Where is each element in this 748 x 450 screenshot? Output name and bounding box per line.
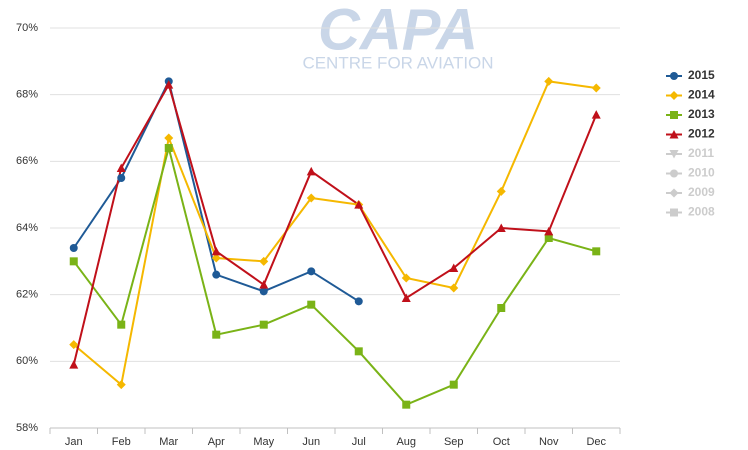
data-point (69, 340, 79, 350)
data-point (259, 287, 268, 296)
data-point (449, 283, 459, 293)
legend-marker (670, 208, 678, 217)
data-point (401, 273, 411, 283)
x-tick-label: May (253, 436, 274, 448)
data-point (164, 133, 174, 143)
y-tick-label: 64% (16, 222, 38, 234)
y-tick-label: 60% (16, 355, 38, 367)
legend-marker (670, 169, 678, 178)
x-tick-label: Dec (586, 436, 606, 448)
data-point (496, 223, 506, 232)
data-point (307, 300, 316, 309)
series-line (73, 80, 597, 387)
legend-marker (670, 111, 678, 119)
data-point (116, 163, 126, 172)
legend-label: 2008 (688, 205, 715, 219)
legend-label: 2015 (688, 68, 715, 82)
legend-label: 2014 (688, 88, 715, 102)
data-point (449, 263, 459, 272)
data-point (402, 400, 411, 409)
y-tick-label: 62% (16, 289, 38, 301)
data-point (544, 76, 554, 86)
x-tick-label: Jun (302, 436, 320, 448)
data-point (497, 304, 506, 312)
legend-marker (669, 91, 679, 100)
series-line (72, 82, 598, 365)
data-point (69, 257, 78, 266)
legend-marker (669, 150, 679, 159)
legend-label: 2013 (688, 107, 715, 121)
y-tick-label: 66% (16, 155, 38, 167)
data-point (69, 244, 78, 252)
x-tick-label: Aug (396, 436, 416, 448)
data-point (306, 193, 316, 203)
x-tick-label: Apr (208, 436, 225, 448)
legend-marker (670, 72, 678, 80)
legend-marker (669, 130, 679, 139)
data-point (306, 166, 316, 176)
data-point (496, 186, 506, 196)
data-point (69, 360, 79, 369)
data-point (259, 320, 268, 329)
data-point (449, 380, 458, 389)
data-point (211, 253, 221, 263)
y-tick-label: 58% (16, 422, 38, 434)
data-point (354, 200, 364, 209)
x-tick-label: Nov (539, 436, 559, 448)
legend-label: 2011 (688, 146, 714, 160)
series-line (72, 144, 597, 406)
data-point (354, 347, 363, 356)
legend-label: 2010 (688, 166, 715, 180)
data-point (164, 80, 174, 89)
x-tick-label: Oct (493, 436, 510, 448)
data-point (212, 330, 221, 339)
data-point (544, 234, 553, 242)
watermark-subtitle: CENTRE FOR AVIATION (302, 53, 493, 72)
y-tick-label: 70% (16, 22, 38, 34)
x-tick-label: Mar (159, 436, 178, 448)
watermark-title: CAPA (318, 0, 478, 62)
data-point (354, 297, 363, 306)
data-point (591, 110, 601, 119)
data-point (211, 246, 221, 256)
data-point (212, 270, 221, 279)
data-point (259, 280, 269, 289)
data-point (544, 226, 554, 236)
data-point (164, 144, 173, 152)
x-tick-label: Sep (444, 436, 464, 448)
data-point (591, 83, 601, 93)
x-tick-label: Feb (112, 436, 131, 448)
x-tick-label: Jan (65, 436, 83, 448)
legend-label: 2012 (688, 127, 715, 141)
legend-label: 2009 (688, 185, 715, 199)
data-point (401, 293, 411, 302)
data-point (117, 174, 126, 182)
legend-marker (669, 188, 679, 198)
data-point (117, 320, 126, 329)
data-point (116, 380, 126, 390)
x-tick-label: Jul (352, 436, 366, 448)
data-point (259, 256, 269, 266)
data-point (307, 267, 316, 276)
data-point (592, 247, 601, 256)
y-tick-label: 68% (16, 89, 38, 101)
